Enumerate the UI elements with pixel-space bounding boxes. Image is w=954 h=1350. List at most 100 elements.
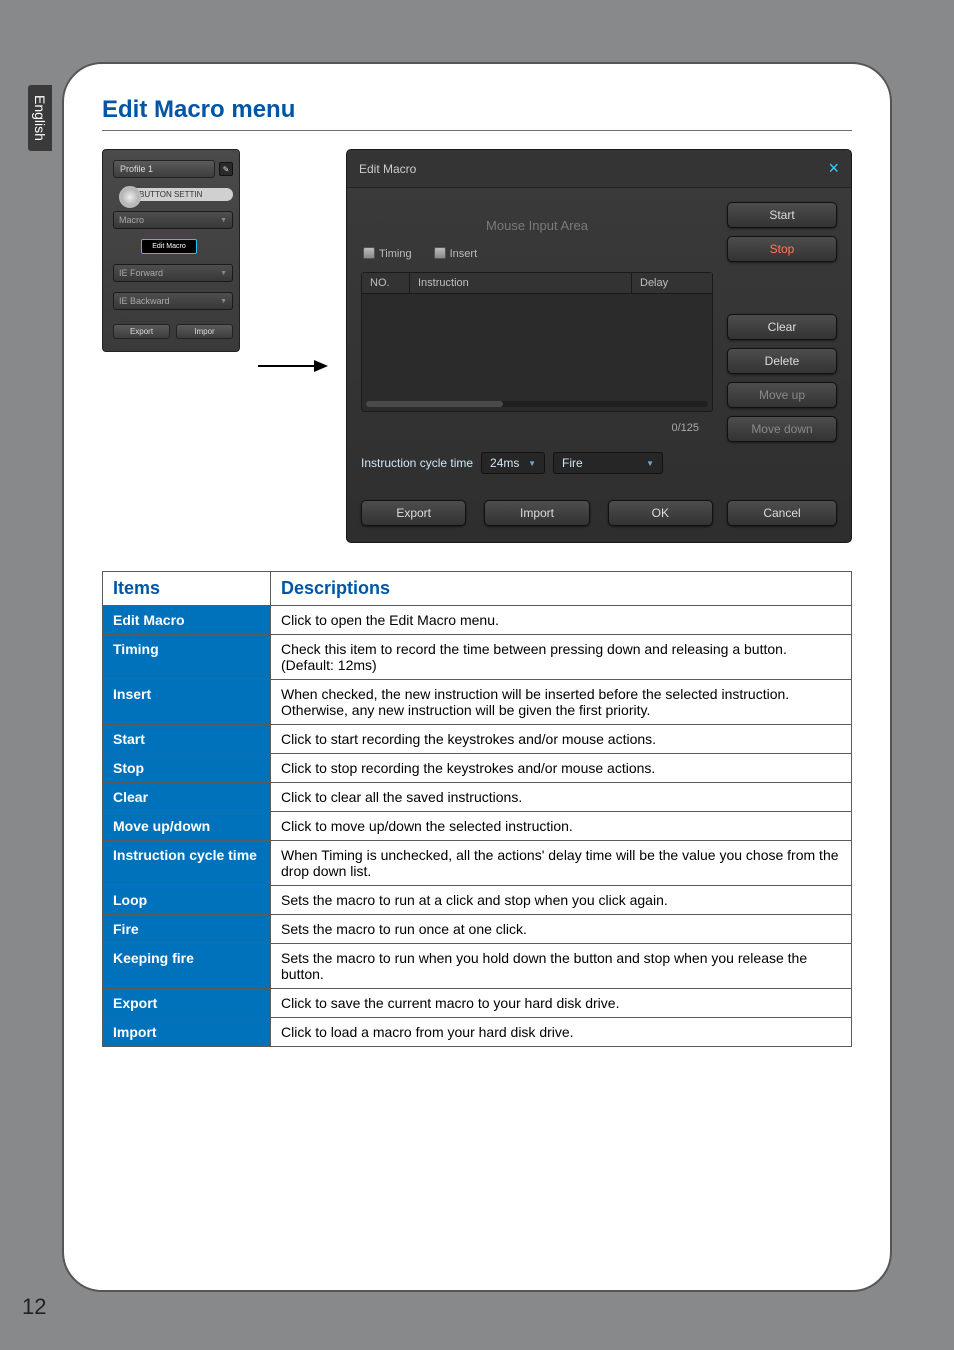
insert-label: Insert bbox=[450, 248, 478, 260]
table-row: ExportClick to save the current macro to… bbox=[103, 989, 852, 1018]
item-description: Check this item to record the time betwe… bbox=[271, 635, 852, 680]
page-title: Edit Macro menu bbox=[102, 96, 852, 124]
reference-table: Items Descriptions Edit MacroClick to op… bbox=[102, 571, 852, 1047]
item-name: Clear bbox=[103, 783, 271, 812]
item-description: Click to clear all the saved instruction… bbox=[271, 783, 852, 812]
scrollbar[interactable] bbox=[366, 401, 708, 407]
move-down-button[interactable]: Move down bbox=[727, 416, 837, 442]
item-name: Insert bbox=[103, 680, 271, 725]
item-description: Sets the macro to run once at one click. bbox=[271, 915, 852, 944]
page-number: 12 bbox=[22, 1294, 46, 1320]
item-name: Start bbox=[103, 725, 271, 754]
item-description: Click to move up/down the selected instr… bbox=[271, 812, 852, 841]
dialog-title: Edit Macro bbox=[359, 162, 416, 176]
export-button[interactable]: Export bbox=[361, 500, 466, 526]
button-settings-tab[interactable]: BUTTON SETTIN bbox=[121, 188, 233, 201]
item-description: Click to save the current macro to your … bbox=[271, 989, 852, 1018]
stop-button[interactable]: Stop bbox=[727, 236, 837, 262]
item-name: Stop bbox=[103, 754, 271, 783]
item-description: When checked, the new instruction will b… bbox=[271, 680, 852, 725]
macro-dropdown-label: Macro bbox=[119, 215, 144, 225]
cycle-time-select[interactable]: 24ms ▼ bbox=[481, 452, 545, 474]
table-row: Keeping fireSets the macro to run when y… bbox=[103, 944, 852, 989]
arrow-icon bbox=[258, 356, 328, 376]
mode-value: Fire bbox=[562, 456, 583, 470]
mini-export-button[interactable]: Export bbox=[113, 324, 170, 339]
table-row: Instruction cycle timeWhen Timing is unc… bbox=[103, 841, 852, 886]
item-description: Click to open the Edit Macro menu. bbox=[271, 606, 852, 635]
item-description: Sets the macro to run when you hold down… bbox=[271, 944, 852, 989]
item-description: When Timing is unchecked, all the action… bbox=[271, 841, 852, 886]
language-tab: English bbox=[28, 85, 52, 151]
checkbox-icon bbox=[434, 247, 446, 259]
chevron-down-icon: ▼ bbox=[220, 298, 227, 305]
start-button[interactable]: Start bbox=[727, 202, 837, 228]
item-name: Edit Macro bbox=[103, 606, 271, 635]
item-name: Export bbox=[103, 989, 271, 1018]
edit-icon[interactable]: ✎ bbox=[219, 162, 233, 176]
edit-macro-dialog: Edit Macro × Mouse Input Area Timing Ins… bbox=[346, 149, 852, 543]
table-row: StartClick to start recording the keystr… bbox=[103, 725, 852, 754]
insert-checkbox[interactable]: Insert bbox=[434, 247, 478, 260]
table-row: TimingCheck this item to record the time… bbox=[103, 635, 852, 680]
macro-dropdown[interactable]: Macro ▼ bbox=[113, 211, 233, 229]
item-name: Loop bbox=[103, 886, 271, 915]
cancel-button[interactable]: Cancel bbox=[727, 500, 837, 526]
table-row: ImportClick to load a macro from your ha… bbox=[103, 1018, 852, 1047]
title-rule bbox=[102, 130, 852, 131]
th-items: Items bbox=[103, 572, 271, 606]
close-icon[interactable]: × bbox=[828, 158, 839, 179]
item-name: Instruction cycle time bbox=[103, 841, 271, 886]
item-description: Sets the macro to run at a click and sto… bbox=[271, 886, 852, 915]
table-row: StopClick to stop recording the keystrok… bbox=[103, 754, 852, 783]
table-row: ClearClick to clear all the saved instru… bbox=[103, 783, 852, 812]
table-row: FireSets the macro to run once at one cl… bbox=[103, 915, 852, 944]
item-description: Click to load a macro from your hard dis… bbox=[271, 1018, 852, 1047]
col-no: NO. bbox=[362, 273, 410, 293]
item-name: Move up/down bbox=[103, 812, 271, 841]
timing-label: Timing bbox=[379, 248, 412, 260]
chevron-down-icon: ▼ bbox=[220, 217, 227, 224]
dropdown-label: IE Backward bbox=[119, 296, 170, 306]
item-name: Keeping fire bbox=[103, 944, 271, 989]
instruction-header: NO. Instruction Delay bbox=[362, 273, 712, 294]
ok-button[interactable]: OK bbox=[608, 500, 713, 526]
table-row: Edit MacroClick to open the Edit Macro m… bbox=[103, 606, 852, 635]
item-description: Click to start recording the keystrokes … bbox=[271, 725, 852, 754]
dropdown-label: IE Forward bbox=[119, 268, 163, 278]
cycle-time-value: 24ms bbox=[490, 456, 519, 470]
chevron-down-icon: ▼ bbox=[220, 270, 227, 277]
figure-row: Profile 1 ✎ BUTTON SETTIN Macro ▼ Edit M… bbox=[102, 149, 852, 543]
timing-checkbox[interactable]: Timing bbox=[363, 247, 412, 260]
edit-macro-submenu[interactable]: Edit Macro bbox=[141, 239, 197, 254]
table-row: InsertWhen checked, the new instruction … bbox=[103, 680, 852, 725]
chevron-down-icon: ▼ bbox=[646, 459, 654, 468]
source-panel: Profile 1 ✎ BUTTON SETTIN Macro ▼ Edit M… bbox=[102, 149, 240, 352]
clear-button[interactable]: Clear bbox=[727, 314, 837, 340]
table-row: Move up/downClick to move up/down the se… bbox=[103, 812, 852, 841]
item-name: Fire bbox=[103, 915, 271, 944]
item-description: Click to stop recording the keystrokes a… bbox=[271, 754, 852, 783]
mode-select[interactable]: Fire ▼ bbox=[553, 452, 663, 474]
item-name: Timing bbox=[103, 635, 271, 680]
instruction-list: NO. Instruction Delay bbox=[361, 272, 713, 412]
cycle-time-label: Instruction cycle time bbox=[361, 456, 473, 470]
import-button[interactable]: Import bbox=[484, 500, 589, 526]
checkbox-icon bbox=[363, 247, 375, 259]
ie-forward-dropdown[interactable]: IE Forward ▼ bbox=[113, 264, 233, 282]
delete-button[interactable]: Delete bbox=[727, 348, 837, 374]
instruction-counter: 0/125 bbox=[361, 422, 713, 434]
mouse-input-area[interactable]: Mouse Input Area bbox=[361, 202, 713, 239]
manual-page: Edit Macro menu Profile 1 ✎ BUTTON SETTI… bbox=[62, 62, 892, 1292]
table-row: LoopSets the macro to run at a click and… bbox=[103, 886, 852, 915]
chevron-down-icon: ▼ bbox=[528, 459, 536, 468]
move-up-button[interactable]: Move up bbox=[727, 382, 837, 408]
col-delay: Delay bbox=[632, 273, 712, 293]
th-desc: Descriptions bbox=[271, 572, 852, 606]
mini-import-button[interactable]: Impor bbox=[176, 324, 233, 339]
ie-backward-dropdown[interactable]: IE Backward ▼ bbox=[113, 292, 233, 310]
instruction-body[interactable] bbox=[362, 294, 712, 401]
profile-button[interactable]: Profile 1 bbox=[113, 160, 215, 178]
col-instruction: Instruction bbox=[410, 273, 632, 293]
item-name: Import bbox=[103, 1018, 271, 1047]
